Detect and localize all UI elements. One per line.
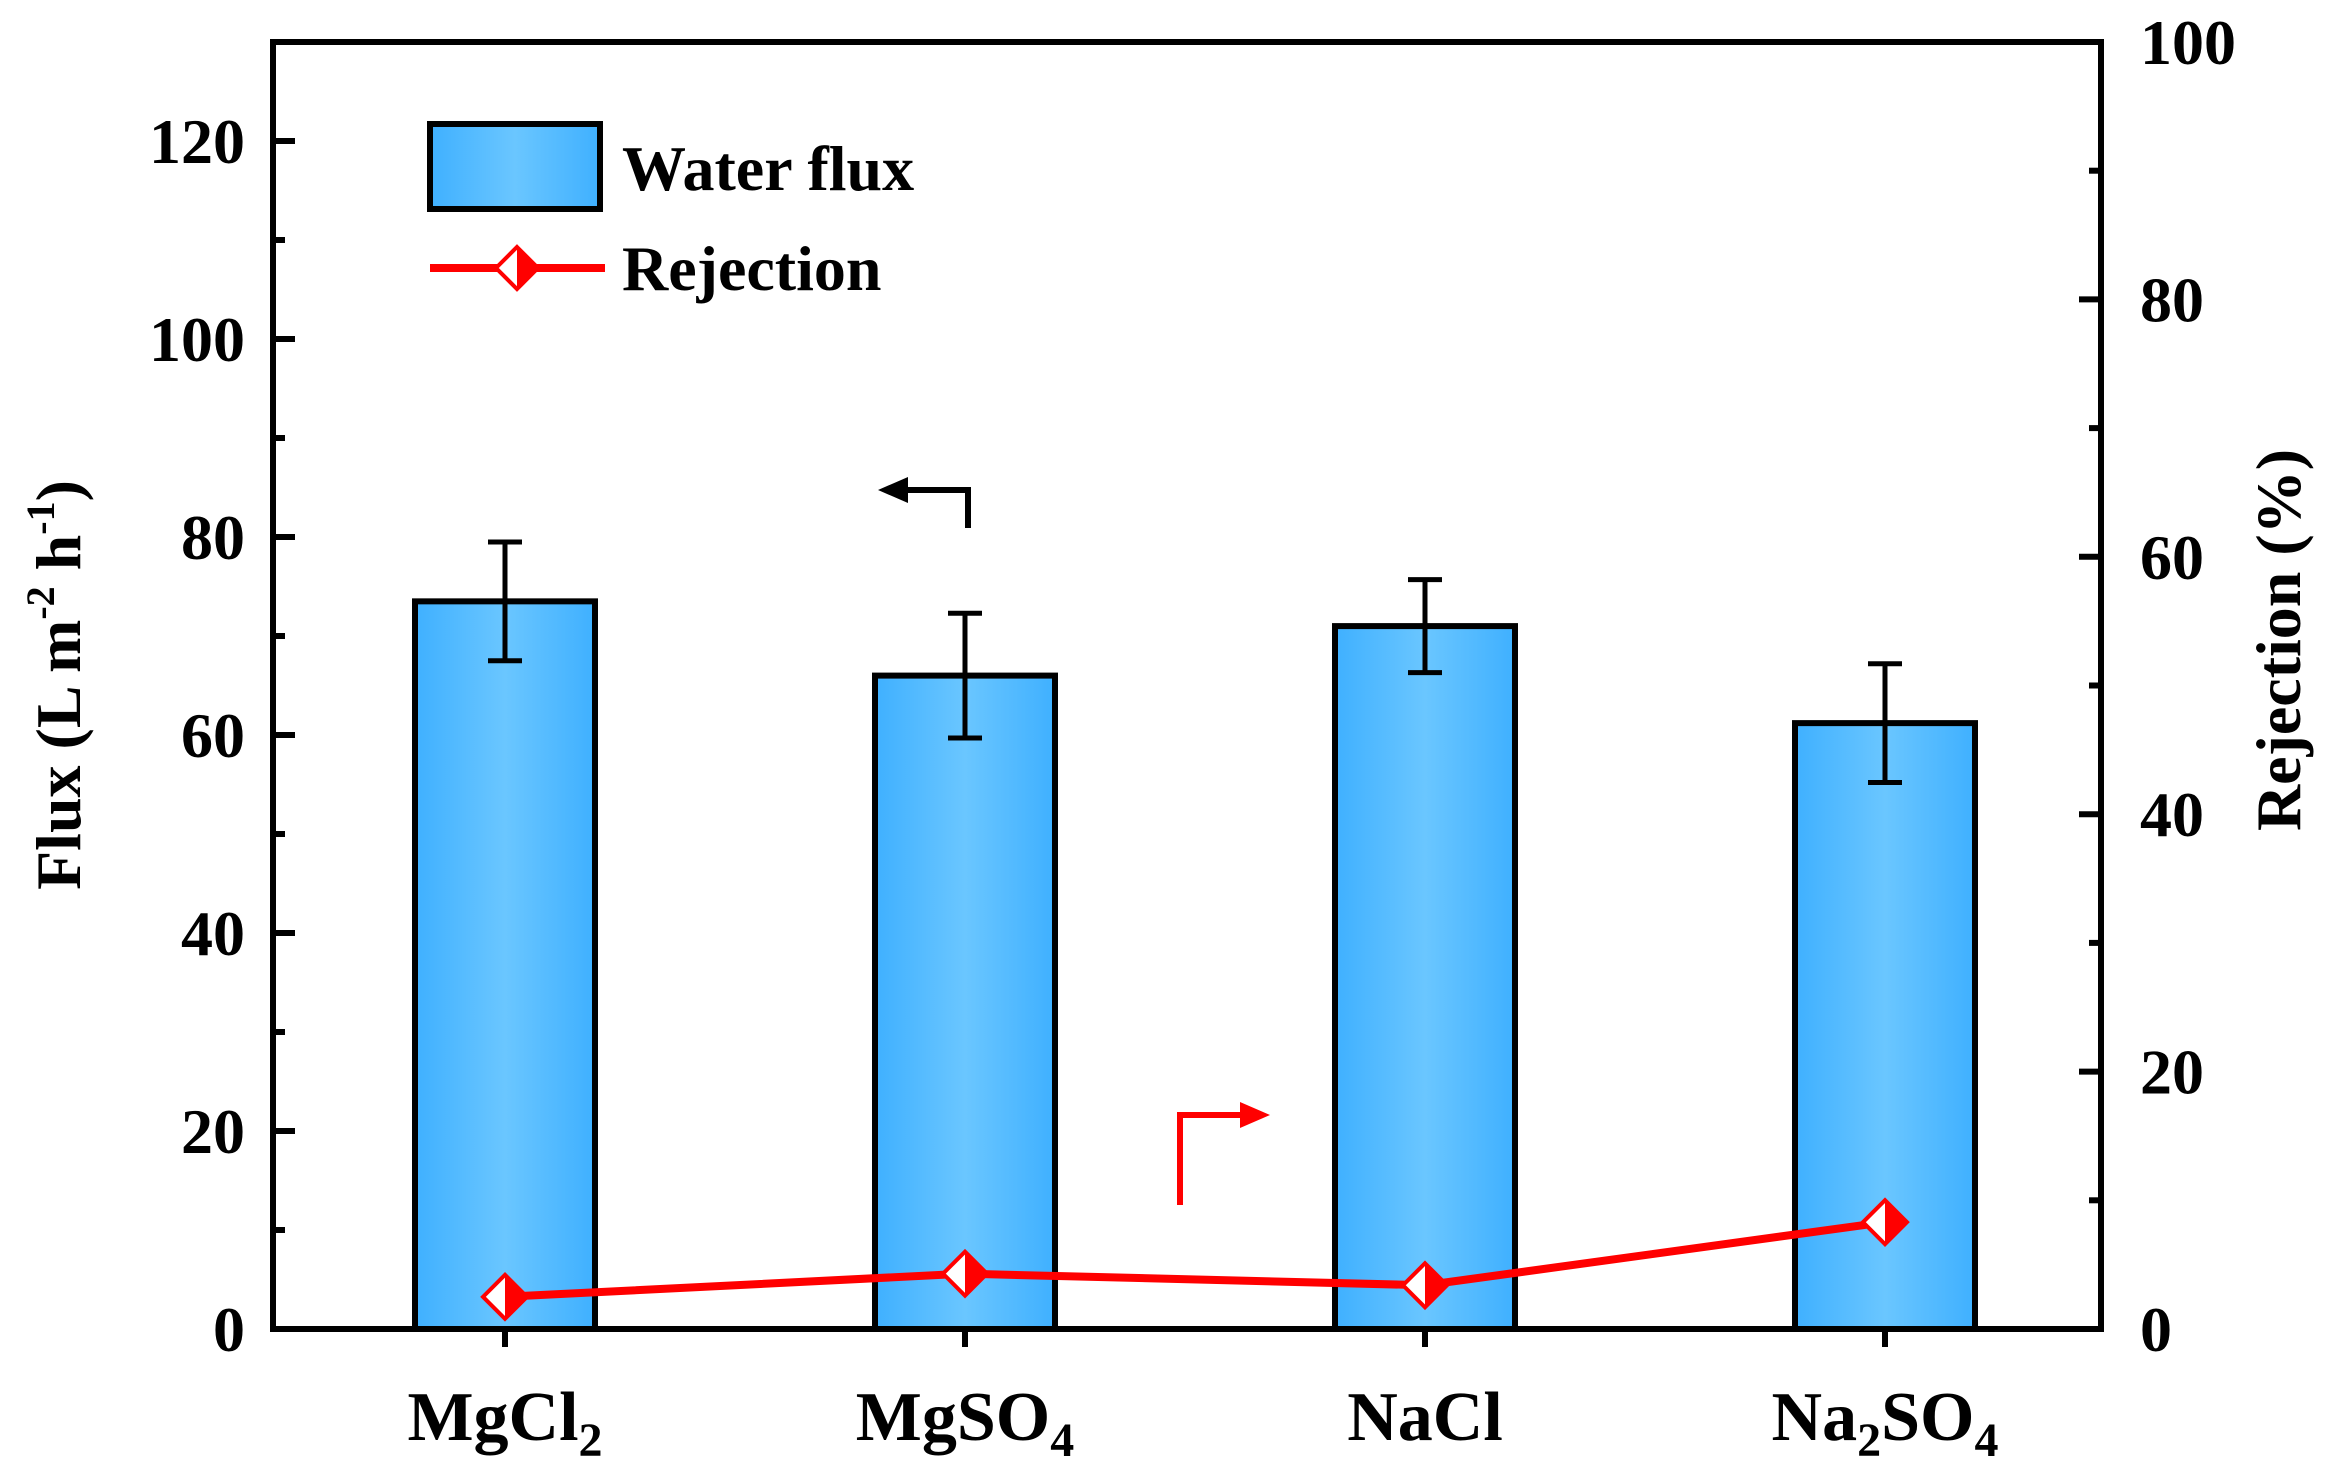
bar-NaCl [1332, 623, 1518, 1332]
x-tick-label-MgCl2: MgCl2 [407, 1379, 602, 1467]
legend-diamond-marker-icon [493, 244, 541, 292]
right-axis: 0 20 40 60 80 100 [2079, 7, 2236, 1365]
rejection-point-Na2SO4 [1860, 1197, 1910, 1248]
left-tick-label: 100 [149, 304, 245, 375]
rejection-series [480, 1197, 1910, 1322]
right-tick-label: 80 [2140, 264, 2204, 335]
left-tick-label: 80 [181, 502, 245, 573]
x-tick-label-NaCl: NaCl [1347, 1379, 1503, 1456]
right-tick-label: 20 [2140, 1037, 2204, 1108]
x-tick-label-MgSO4: MgSO4 [856, 1379, 1074, 1467]
y-axis-label-left: Flux (L m-2 h-1) [18, 480, 94, 890]
rejection-marker-fill [505, 1274, 527, 1319]
left-tick-label: 60 [181, 700, 245, 771]
right-tick-label: 0 [2140, 1294, 2172, 1365]
rejection-marker-fill [1425, 1263, 1447, 1308]
legend-bar-swatch [427, 121, 603, 212]
right-tick-label: 60 [2140, 522, 2204, 593]
y-axis-label-right: Rejection (%) [2243, 449, 2314, 831]
left-tick-label: 0 [213, 1294, 245, 1365]
y-label-left-main: Flux (L m [23, 620, 94, 890]
left-tick-label: 20 [181, 1096, 245, 1167]
left-axis: 0 20 40 60 80 100 120 [149, 106, 295, 1365]
y-label-left-sup2: -1 [18, 501, 63, 534]
rejection-line [504, 1218, 1886, 1301]
y-label-left-end: ) [23, 480, 94, 501]
left-tick-label: 120 [149, 106, 245, 177]
right-tick-label: 40 [2140, 779, 2204, 850]
bars [412, 598, 1978, 1332]
y-label-left-sup1: -2 [18, 586, 63, 619]
x-tick-label-Na2SO4: Na2SO4 [1772, 1379, 1999, 1467]
legend-label-water-flux: Water flux [622, 133, 914, 204]
left-tick-label: 40 [181, 898, 245, 969]
bar-MgCl2 [412, 598, 598, 1332]
error-bars [488, 539, 1902, 786]
x-axis: MgCl2 MgSO4 NaCl Na2SO4 [407, 1329, 1998, 1467]
rejection-marker-fill [965, 1251, 987, 1296]
rejection-point-NaCl [1400, 1260, 1450, 1311]
left-axis-arrow-icon [878, 477, 971, 528]
right-axis-arrow-icon [1177, 1102, 1270, 1205]
y-label-left-mid: h [23, 535, 94, 587]
legend-label-rejection: Rejection [622, 233, 881, 304]
rejection-point-MgCl2 [480, 1271, 530, 1322]
legend: Water flux Rejection [427, 121, 914, 304]
right-tick-label: 100 [2140, 7, 2236, 78]
rejection-marker-fill [1885, 1200, 1907, 1245]
bar-MgSO4 [872, 672, 1058, 1332]
rejection-point-MgSO4 [940, 1248, 990, 1299]
